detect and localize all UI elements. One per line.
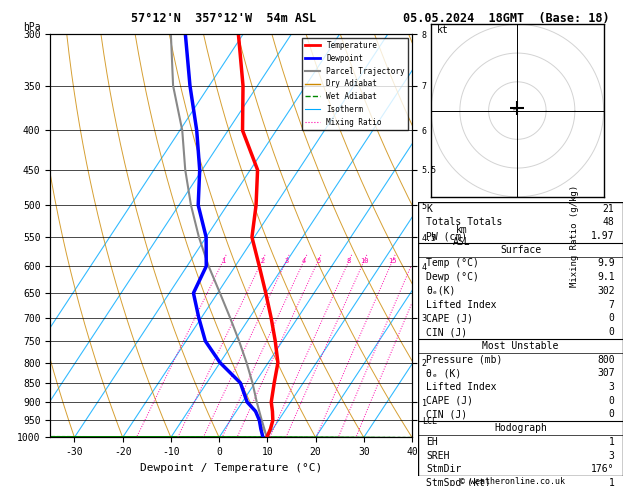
- Text: Lifted Index: Lifted Index: [426, 382, 497, 392]
- Text: 3: 3: [284, 258, 289, 263]
- Text: EH: EH: [426, 437, 438, 447]
- Text: 48: 48: [603, 217, 615, 227]
- Y-axis label: km
ASL: km ASL: [453, 225, 470, 246]
- Text: 3: 3: [609, 382, 615, 392]
- Text: Temp (°C): Temp (°C): [426, 259, 479, 268]
- Text: θₑ(K): θₑ(K): [426, 286, 456, 296]
- Text: hPa: hPa: [23, 22, 41, 32]
- Text: 10: 10: [360, 258, 369, 263]
- Text: StmDir: StmDir: [426, 465, 462, 474]
- Text: Dewp (°C): Dewp (°C): [426, 272, 479, 282]
- Text: PW (cm): PW (cm): [426, 231, 467, 241]
- Text: 307: 307: [597, 368, 615, 378]
- Text: 05.05.2024  18GMT  (Base: 18): 05.05.2024 18GMT (Base: 18): [403, 12, 610, 25]
- Text: 3: 3: [609, 451, 615, 461]
- Text: CAPE (J): CAPE (J): [426, 313, 474, 323]
- Text: 7: 7: [609, 300, 615, 310]
- Text: CAPE (J): CAPE (J): [426, 396, 474, 406]
- Text: SREH: SREH: [426, 451, 450, 461]
- Text: 4: 4: [302, 258, 306, 263]
- Text: 800: 800: [597, 355, 615, 364]
- Text: θₑ (K): θₑ (K): [426, 368, 462, 378]
- Text: 1: 1: [221, 258, 225, 263]
- Text: kt: kt: [437, 25, 448, 35]
- Text: 5: 5: [316, 258, 320, 263]
- Text: Surface: Surface: [500, 245, 541, 255]
- Text: 1: 1: [609, 437, 615, 447]
- Text: 0: 0: [609, 396, 615, 406]
- Text: 1.97: 1.97: [591, 231, 615, 241]
- Text: Mixing Ratio (g/kg): Mixing Ratio (g/kg): [571, 185, 579, 287]
- Text: 15: 15: [388, 258, 397, 263]
- Text: 2: 2: [260, 258, 264, 263]
- Text: © weatheronline.co.uk: © weatheronline.co.uk: [460, 477, 565, 486]
- Text: Most Unstable: Most Unstable: [482, 341, 559, 351]
- Text: StmSpd (kt): StmSpd (kt): [426, 478, 491, 486]
- Text: 9.9: 9.9: [597, 259, 615, 268]
- Text: 9.1: 9.1: [597, 272, 615, 282]
- Text: Totals Totals: Totals Totals: [426, 217, 503, 227]
- Text: K: K: [426, 204, 432, 213]
- Legend: Temperature, Dewpoint, Parcel Trajectory, Dry Adiabat, Wet Adiabat, Isotherm, Mi: Temperature, Dewpoint, Parcel Trajectory…: [302, 38, 408, 130]
- Text: CIN (J): CIN (J): [426, 410, 467, 419]
- Text: 0: 0: [609, 410, 615, 419]
- Text: 0: 0: [609, 313, 615, 323]
- Text: 302: 302: [597, 286, 615, 296]
- Text: Lifted Index: Lifted Index: [426, 300, 497, 310]
- Text: 21: 21: [603, 204, 615, 213]
- Text: Hodograph: Hodograph: [494, 423, 547, 433]
- Text: 176°: 176°: [591, 465, 615, 474]
- Text: CIN (J): CIN (J): [426, 327, 467, 337]
- X-axis label: Dewpoint / Temperature (°C): Dewpoint / Temperature (°C): [140, 463, 322, 473]
- Text: Pressure (mb): Pressure (mb): [426, 355, 503, 364]
- Text: 57°12'N  357°12'W  54m ASL: 57°12'N 357°12'W 54m ASL: [131, 12, 316, 25]
- Text: 0: 0: [609, 327, 615, 337]
- Text: 8: 8: [347, 258, 351, 263]
- Text: 1: 1: [609, 478, 615, 486]
